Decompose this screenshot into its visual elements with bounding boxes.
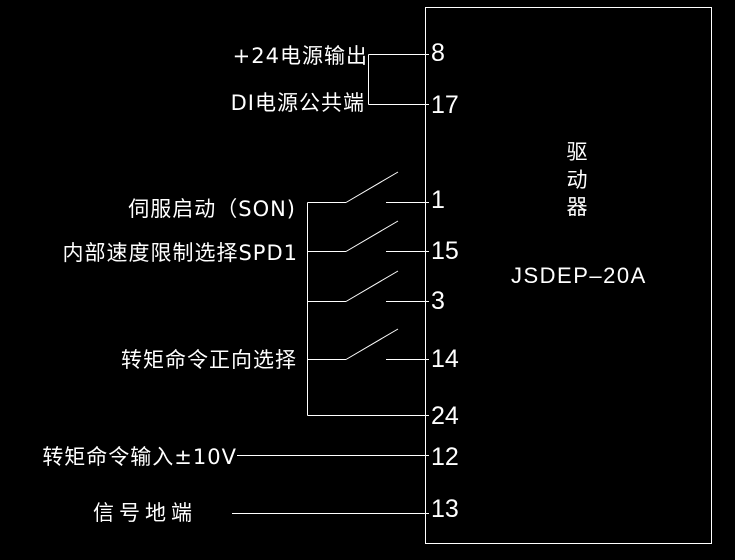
power-loop-wire xyxy=(368,54,429,105)
pin-number-15: 15 xyxy=(431,237,459,265)
label-24v-power-output: +24电源输出 xyxy=(232,44,368,68)
switch-pin-1 xyxy=(307,171,429,203)
pin-number-8: 8 xyxy=(431,39,445,67)
switch-pin-14 xyxy=(307,328,429,360)
label-torque-forward-select: 转矩命令正向选择 xyxy=(121,348,297,372)
pin-number-17: 17 xyxy=(431,91,459,119)
label-speed-limit-spd1: 内部速度限制选择SPD1 xyxy=(62,241,298,265)
pin-number-12: 12 xyxy=(431,443,459,471)
device-name-char-3: 器 xyxy=(566,195,588,219)
device-name-char-1: 驱 xyxy=(566,140,588,164)
label-di-power-common: DI电源公共端 xyxy=(230,91,365,115)
pin-number-14: 14 xyxy=(431,345,459,373)
switch-pin-15 xyxy=(307,220,429,252)
switch-pin-3 xyxy=(307,270,429,302)
label-servo-on: 伺服启动（SON) xyxy=(128,197,296,221)
device-model: JSDEP–20A xyxy=(511,263,647,288)
device-name-char-2: 动 xyxy=(566,168,588,192)
driver-box-outline xyxy=(425,7,712,544)
pin-number-3: 3 xyxy=(431,287,445,315)
label-torque-command-input: 转矩命令输入±10V xyxy=(42,445,237,469)
pin-number-1: 1 xyxy=(431,186,445,214)
label-signal-ground: 信号地端 xyxy=(93,501,197,525)
pin-number-13: 13 xyxy=(431,495,459,523)
pin-number-24: 24 xyxy=(431,402,459,430)
